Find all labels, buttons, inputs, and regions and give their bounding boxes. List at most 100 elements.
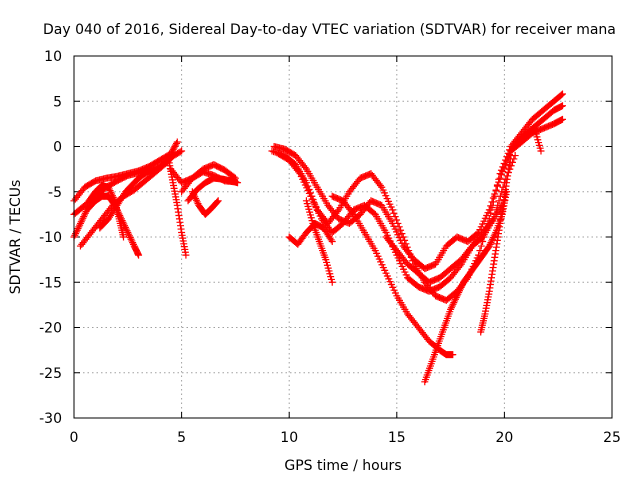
- data-point: [127, 235, 135, 243]
- data-point: [107, 188, 115, 196]
- data-point: [73, 226, 81, 234]
- x-tick-label: 15: [388, 430, 406, 446]
- data-point: [79, 214, 87, 222]
- chart-title: Day 040 of 2016, Sidereal Day-to-day VTE…: [43, 22, 616, 38]
- data-point: [234, 179, 242, 187]
- plot-frame: [73, 55, 613, 419]
- x-tick-label: 0: [70, 430, 79, 446]
- data-point: [485, 242, 493, 250]
- x-tick-label: 5: [177, 430, 186, 446]
- data-point: [71, 231, 79, 239]
- data-point: [447, 304, 455, 312]
- data-point: [453, 292, 461, 300]
- data-point: [74, 225, 82, 233]
- data-point: [487, 202, 495, 210]
- data-point: [168, 152, 176, 160]
- data-point: [76, 221, 84, 229]
- data-point: [214, 197, 222, 205]
- data-point: [75, 223, 83, 231]
- data-point: [506, 150, 514, 158]
- y-tick-label: -5: [48, 185, 62, 201]
- data-point: [76, 219, 84, 227]
- data-point: [559, 115, 567, 123]
- data-point: [170, 144, 178, 152]
- data-point: [301, 163, 309, 171]
- data-point: [188, 188, 196, 196]
- data-point: [173, 138, 181, 146]
- data-markers: [70, 90, 567, 386]
- data-point: [169, 152, 177, 160]
- data-point: [78, 216, 86, 224]
- data-point: [489, 194, 497, 202]
- data-point: [456, 285, 464, 293]
- y-tick-label: -10: [39, 230, 62, 246]
- y-tick-label: 10: [44, 49, 62, 65]
- tick-labels: 0 5 10 15 20 25 -30 -25 -20 -15 -10 -5 0 5 10: [39, 49, 621, 446]
- x-tick-label: 20: [495, 430, 513, 446]
- y-tick-label: 5: [53, 94, 62, 110]
- data-point: [486, 240, 494, 248]
- data-point: [477, 242, 485, 250]
- data-point: [537, 147, 545, 155]
- data-point: [451, 297, 459, 305]
- data-point: [489, 235, 497, 243]
- data-point: [500, 164, 508, 172]
- data-point: [104, 183, 112, 191]
- data-point: [496, 174, 504, 182]
- y-tick-label: -25: [39, 366, 62, 382]
- data-point: [493, 182, 501, 190]
- data-point: [192, 195, 200, 203]
- data-point: [81, 209, 89, 217]
- data-point: [106, 187, 114, 195]
- data-point: [476, 247, 484, 255]
- x-axis-label: GPS time / hours: [284, 458, 401, 474]
- data-point: [390, 209, 398, 217]
- axis-ticks: [73, 55, 613, 419]
- data-point: [457, 283, 465, 291]
- data-point: [491, 190, 499, 198]
- data-point: [485, 206, 493, 214]
- data-point: [213, 198, 221, 206]
- x-tick-label: 25: [603, 430, 621, 446]
- data-point: [77, 218, 85, 226]
- series-arc-16: [285, 219, 336, 248]
- data-point: [108, 192, 116, 200]
- data-point: [176, 148, 184, 156]
- series-arc-13: [270, 102, 567, 273]
- data-point: [449, 300, 457, 308]
- data-point: [119, 233, 127, 241]
- data-point: [488, 198, 496, 206]
- data-point: [454, 290, 462, 298]
- data-point: [178, 147, 186, 155]
- data-point: [327, 236, 335, 244]
- data-point: [451, 295, 459, 303]
- data-point: [557, 91, 565, 99]
- data-point: [452, 294, 460, 302]
- data-point: [499, 167, 507, 175]
- data-point: [328, 238, 336, 246]
- series-arc-10: [184, 174, 242, 205]
- data-point: [193, 198, 201, 206]
- data-point: [135, 251, 143, 259]
- y-tick-label: 0: [53, 140, 62, 156]
- data-point: [448, 302, 456, 310]
- data-point: [295, 168, 303, 176]
- series-arc-03: [70, 192, 143, 259]
- data-point: [559, 90, 567, 98]
- data-point: [455, 288, 463, 296]
- data-point: [449, 351, 457, 359]
- series-arc-06: [96, 166, 155, 232]
- y-tick-label: -15: [39, 275, 62, 291]
- data-point: [125, 232, 133, 240]
- data-point: [501, 161, 509, 169]
- data-point: [126, 234, 134, 242]
- data-point: [128, 237, 136, 245]
- data-point: [122, 225, 130, 233]
- data-point: [189, 189, 197, 197]
- data-point: [488, 217, 496, 225]
- data-point: [348, 209, 356, 217]
- data-point: [393, 216, 401, 224]
- series-arc-22: [518, 124, 545, 155]
- data-point: [458, 282, 466, 290]
